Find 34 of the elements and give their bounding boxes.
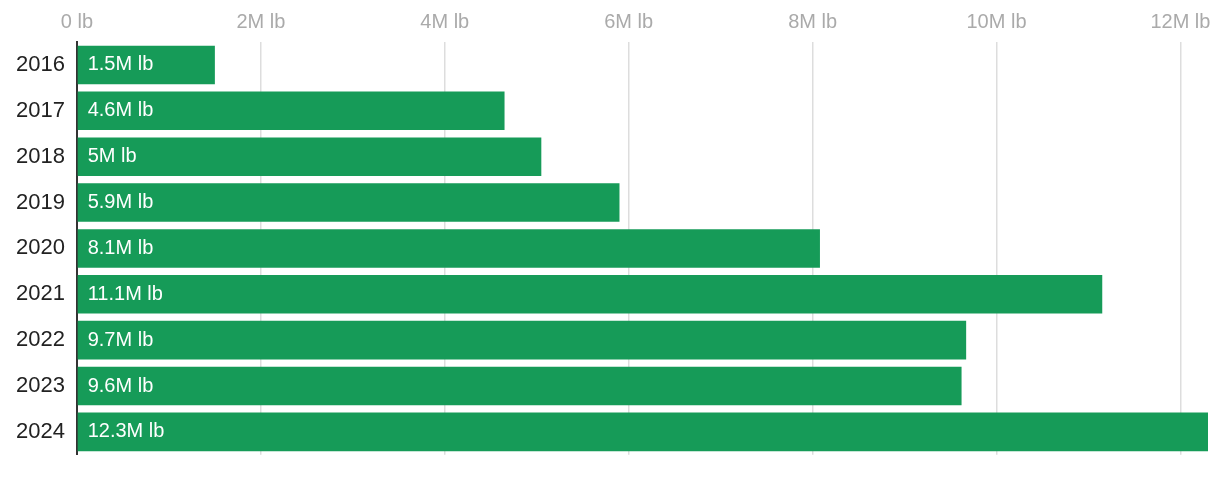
y-tick-label: 2018 — [15, 142, 65, 168]
data-label: 4.6M lb — [87, 98, 154, 121]
data-label: 9.7M lb — [87, 327, 154, 350]
bar — [77, 229, 820, 268]
x-tick-label: 8M lb — [788, 9, 838, 32]
bar — [77, 320, 967, 360]
y-tick-label: 2020 — [15, 234, 65, 260]
y-tick-label: 2021 — [15, 280, 65, 306]
bar — [77, 45, 215, 85]
data-label: 11.1M lb — [87, 281, 163, 304]
y-tick-label: 2017 — [15, 96, 65, 122]
x-tick-label: 12M lb — [1150, 9, 1211, 32]
y-tick-label: 2024 — [15, 417, 65, 443]
data-label: 12.3M lb — [87, 419, 165, 442]
y-tick-label: 2019 — [15, 188, 65, 214]
bar — [77, 91, 505, 131]
x-tick-label: 10M lb — [966, 9, 1027, 32]
data-label: 1.5M lb — [87, 52, 154, 75]
x-tick-label: 6M lb — [604, 9, 654, 32]
bar — [77, 183, 620, 222]
data-label: 9.6M lb — [87, 373, 154, 396]
y-tick-label: 2022 — [15, 326, 65, 352]
bar — [77, 412, 1208, 452]
x-tick-label: 0 lb — [60, 9, 94, 32]
bar — [77, 366, 962, 406]
bar — [77, 137, 542, 176]
x-tick-label: 4M lb — [420, 9, 470, 32]
data-label: 5.9M lb — [87, 190, 154, 213]
data-label: 5M lb — [87, 144, 137, 167]
y-tick-label: 2023 — [15, 372, 65, 398]
data-label: 8.1M lb — [87, 235, 154, 258]
bar — [77, 275, 1103, 314]
y-tick-label: 2016 — [15, 51, 65, 76]
x-tick-label: 2M lb — [236, 9, 286, 32]
